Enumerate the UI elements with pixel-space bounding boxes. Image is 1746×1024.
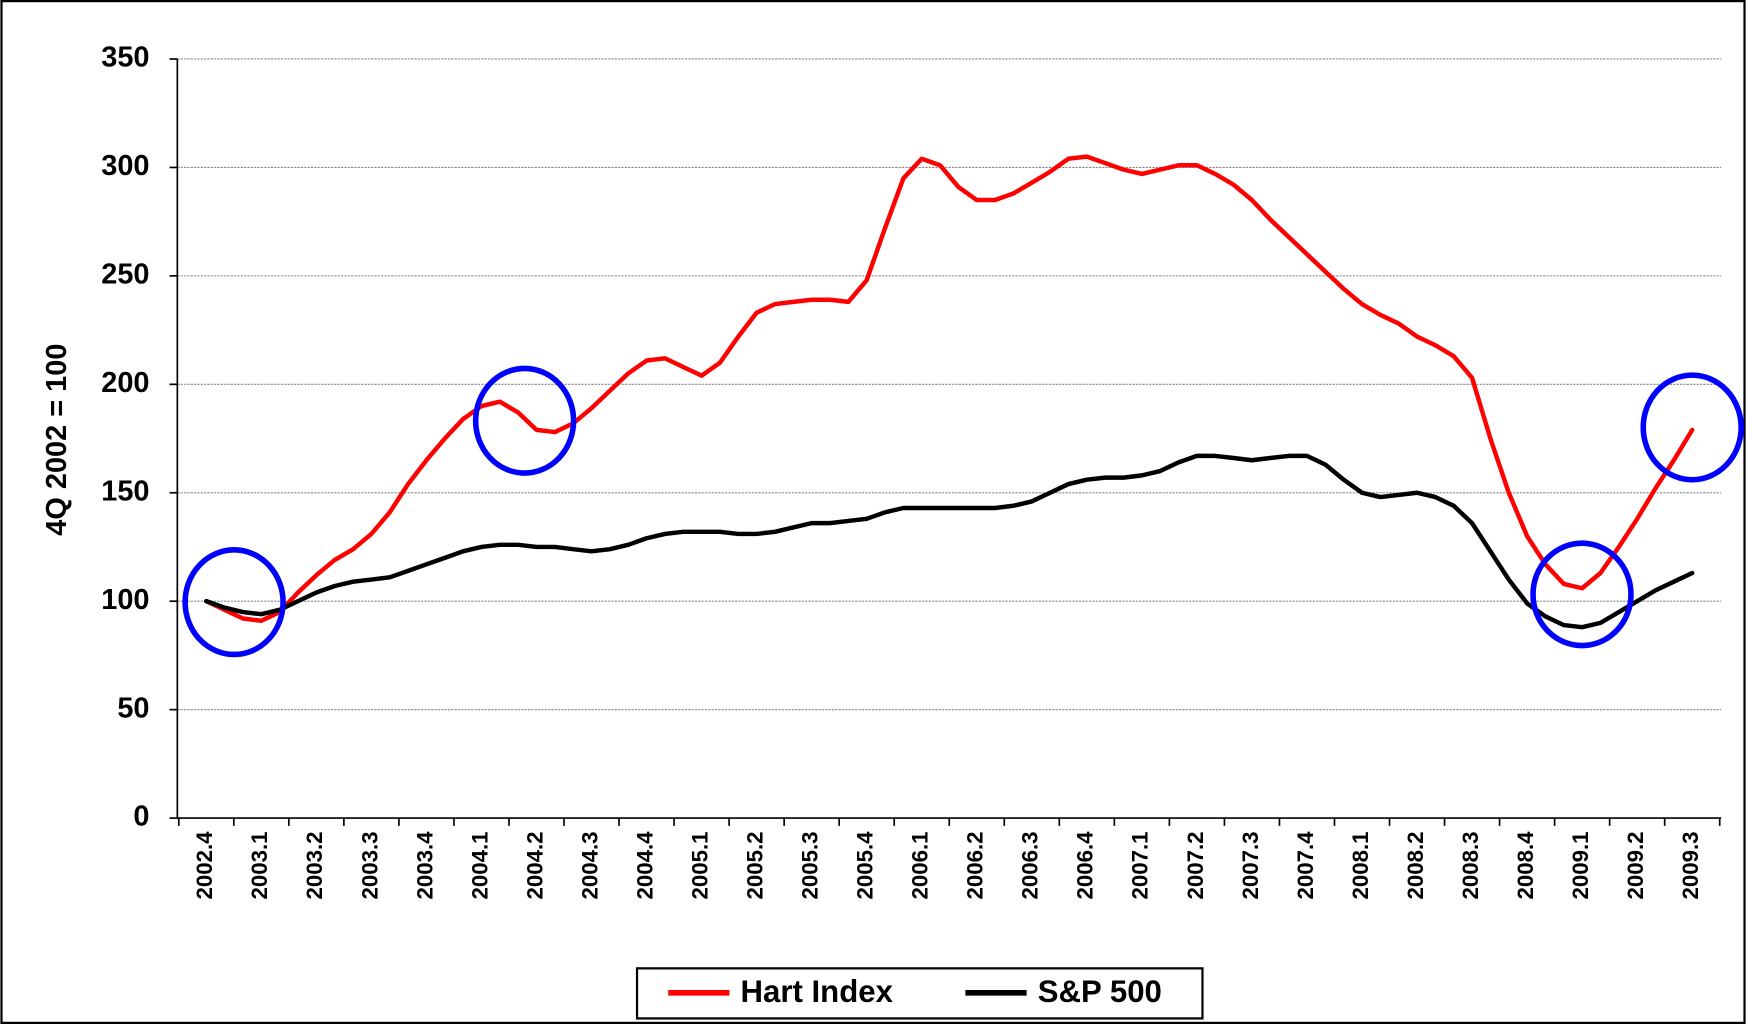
x-tick-label: 2004.2	[522, 831, 547, 899]
y-tick-label: 0	[133, 801, 149, 833]
y-tick-label: 200	[101, 367, 149, 399]
x-tick-label: 2008.2	[1403, 831, 1428, 899]
legend-box	[635, 967, 1204, 1020]
y-tick-label: 300	[101, 150, 149, 182]
x-tick-label: 2007.4	[1293, 831, 1318, 900]
highlight-circle	[1530, 540, 1634, 649]
highlight-circle	[1640, 372, 1744, 483]
legend-label: Hart Index	[741, 974, 894, 1009]
series-line	[204, 154, 1695, 623]
x-tick-label: 2006.3	[1018, 831, 1043, 899]
x-tick-label: 2006.4	[1073, 831, 1098, 900]
x-tick-label: 2005.3	[798, 831, 823, 899]
y-tick-label: 100	[101, 584, 149, 616]
x-tick-label: 2005.1	[687, 831, 712, 899]
x-tick-label: 2005.2	[743, 831, 768, 899]
x-tick-label: 2003.1	[247, 831, 272, 899]
x-tick-label: 2004.4	[632, 831, 657, 900]
x-tick-label: 2004.3	[577, 831, 602, 899]
y-tick-label: 350	[101, 42, 149, 74]
x-tick-label: 2007.2	[1183, 831, 1208, 899]
x-tick-label: 2006.1	[908, 831, 933, 899]
annotations	[182, 365, 1744, 658]
x-tick-label: 2008.3	[1458, 831, 1483, 899]
x-tick-label: 2007.3	[1238, 831, 1263, 899]
x-tick-label: 2009.2	[1623, 831, 1648, 899]
x-tick-label: 2004.1	[467, 831, 492, 899]
y-tick-label: 150	[101, 475, 149, 507]
x-tick-label: 2002.4	[192, 831, 217, 900]
legend-label: S&P 500	[1038, 974, 1162, 1009]
highlight-circle	[472, 365, 577, 476]
y-axis-title: 4Q 2002 = 100	[41, 344, 73, 536]
x-tick-label: 2008.4	[1513, 831, 1538, 900]
x-tick-label: 2009.3	[1678, 831, 1703, 899]
x-tick-label: 2003.3	[357, 831, 382, 899]
series-line	[204, 453, 1695, 630]
x-tick-label: 2007.1	[1128, 831, 1153, 899]
y-tick-label: 250	[101, 259, 149, 291]
x-tick-label: 2008.1	[1348, 831, 1373, 899]
x-tick-label: 2009.1	[1568, 831, 1593, 899]
highlight-circle	[182, 547, 286, 658]
x-tick-label: 2006.2	[963, 831, 988, 899]
x-tick-label: 2005.4	[853, 831, 878, 900]
x-tick-label: 2003.2	[302, 831, 327, 899]
y-tick-label: 50	[117, 692, 149, 724]
x-tick-label: 2003.4	[412, 831, 437, 900]
